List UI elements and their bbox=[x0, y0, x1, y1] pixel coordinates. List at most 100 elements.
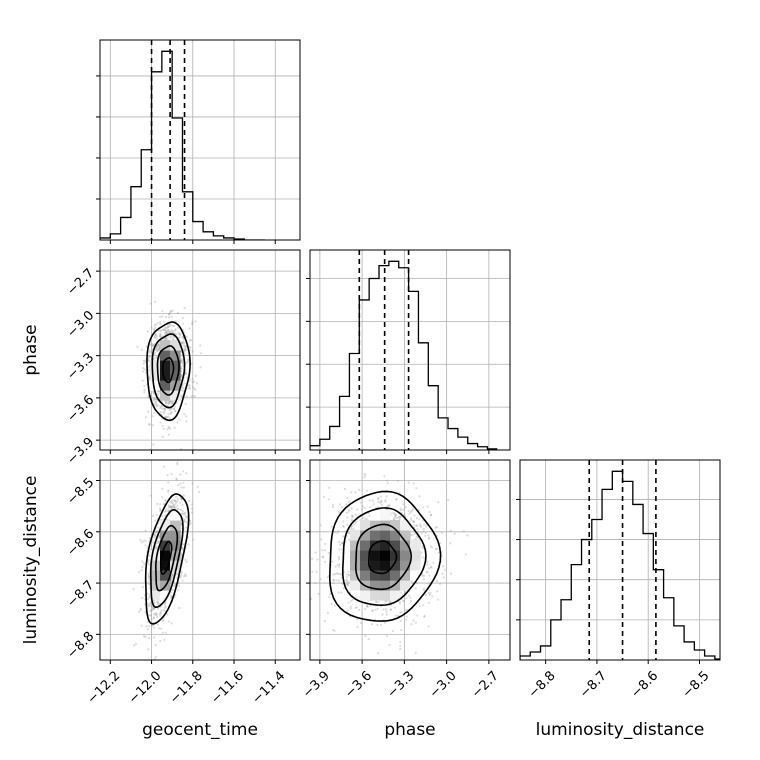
scatter-point bbox=[367, 637, 370, 641]
density-cell bbox=[170, 340, 181, 351]
scatter-point bbox=[385, 495, 388, 498]
scatter-point bbox=[423, 589, 426, 592]
scatter-point bbox=[179, 576, 182, 579]
scatter-point bbox=[162, 609, 165, 612]
scatter-point bbox=[180, 570, 183, 573]
scatter-point bbox=[360, 621, 363, 625]
scatter-point bbox=[409, 596, 412, 599]
scatter-point bbox=[150, 609, 153, 612]
scatter-point bbox=[170, 328, 173, 331]
scatter-point bbox=[181, 336, 184, 339]
scatter-point bbox=[155, 335, 159, 338]
scatter-point bbox=[187, 543, 190, 546]
density-cell bbox=[360, 530, 371, 541]
scatter-point bbox=[154, 519, 157, 522]
scatter-point bbox=[399, 509, 403, 512]
scatter-point bbox=[178, 336, 181, 339]
scatter-point bbox=[423, 614, 426, 618]
scatter-point bbox=[421, 519, 424, 522]
scatter-point bbox=[141, 565, 144, 569]
scatter-point bbox=[181, 547, 184, 550]
scatter-point bbox=[150, 618, 153, 621]
scatter-point bbox=[144, 539, 147, 542]
scatter-point bbox=[354, 606, 357, 609]
scatter-point bbox=[159, 405, 162, 408]
density-cell bbox=[390, 560, 401, 571]
scatter-point bbox=[140, 541, 143, 544]
contour-line bbox=[355, 523, 413, 591]
scatter-point bbox=[159, 406, 162, 410]
scatter-point bbox=[183, 342, 186, 345]
scatter-point bbox=[161, 411, 164, 414]
scatter-point bbox=[316, 558, 319, 561]
scatter-point bbox=[147, 575, 151, 578]
scatter-point bbox=[437, 598, 440, 601]
scatter-point bbox=[422, 587, 425, 591]
scatter-point bbox=[412, 619, 415, 622]
scatter-point bbox=[170, 309, 173, 312]
scatter-point bbox=[154, 531, 158, 534]
density-geocent_time-luminosity_distance bbox=[132, 461, 200, 660]
scatter-point bbox=[152, 626, 155, 629]
scatter-point bbox=[435, 525, 438, 529]
scatter-point bbox=[449, 572, 452, 575]
scatter-point bbox=[410, 519, 413, 522]
scatter-point bbox=[332, 582, 335, 585]
scatter-point bbox=[159, 330, 162, 333]
scatter-point bbox=[155, 347, 159, 350]
scatter-point bbox=[410, 510, 413, 513]
scatter-point bbox=[377, 601, 380, 604]
scatter-point bbox=[164, 329, 167, 332]
y-tick-label: −8.8 bbox=[64, 629, 97, 662]
scatter-point bbox=[158, 602, 161, 605]
scatter-point bbox=[351, 515, 354, 518]
density-cell bbox=[390, 550, 401, 561]
scatter-point bbox=[148, 355, 151, 358]
scatter-point bbox=[162, 465, 166, 468]
scatter-point bbox=[412, 508, 415, 511]
scatter-point bbox=[426, 505, 429, 508]
scatter-point bbox=[430, 546, 433, 549]
scatter-point bbox=[415, 517, 418, 520]
scatter-point bbox=[338, 540, 341, 544]
density-cell bbox=[150, 380, 161, 391]
density-cell bbox=[170, 530, 181, 541]
scatter-point bbox=[156, 322, 159, 325]
scatter-point bbox=[147, 554, 151, 557]
scatter-point bbox=[176, 421, 179, 424]
scatter-point bbox=[383, 475, 386, 478]
scatter-point bbox=[153, 343, 156, 346]
scatter-point bbox=[156, 613, 159, 616]
scatter-point bbox=[352, 527, 355, 531]
scatter-point bbox=[384, 499, 387, 502]
scatter-point bbox=[152, 541, 155, 544]
scatter-point bbox=[189, 519, 192, 523]
scatter-point bbox=[143, 562, 146, 566]
scatter-point bbox=[158, 343, 161, 346]
scatter-point bbox=[147, 648, 150, 651]
scatter-point bbox=[166, 331, 169, 334]
scatter-point bbox=[407, 594, 411, 597]
scatter-point bbox=[424, 534, 427, 537]
density-cell bbox=[160, 570, 171, 581]
scatter-point bbox=[341, 535, 345, 538]
scatter-point bbox=[439, 542, 442, 545]
scatter-point bbox=[138, 610, 141, 614]
scatter-point bbox=[146, 546, 149, 549]
scatter-point bbox=[154, 333, 157, 336]
scatter-point bbox=[156, 540, 159, 544]
scatter-point bbox=[167, 489, 170, 492]
scatter-point bbox=[174, 328, 177, 331]
scatter-point bbox=[152, 612, 155, 615]
density-cell bbox=[160, 520, 171, 531]
scatter-point bbox=[385, 635, 389, 638]
scatter-point bbox=[435, 580, 439, 583]
scatter-point bbox=[177, 484, 180, 487]
scatter-point bbox=[377, 500, 380, 503]
scatter-point bbox=[163, 331, 166, 334]
scatter-point bbox=[407, 510, 410, 513]
scatter-point bbox=[424, 593, 427, 596]
scatter-point bbox=[410, 623, 413, 626]
scatter-point bbox=[161, 515, 164, 518]
scatter-point bbox=[144, 529, 147, 532]
